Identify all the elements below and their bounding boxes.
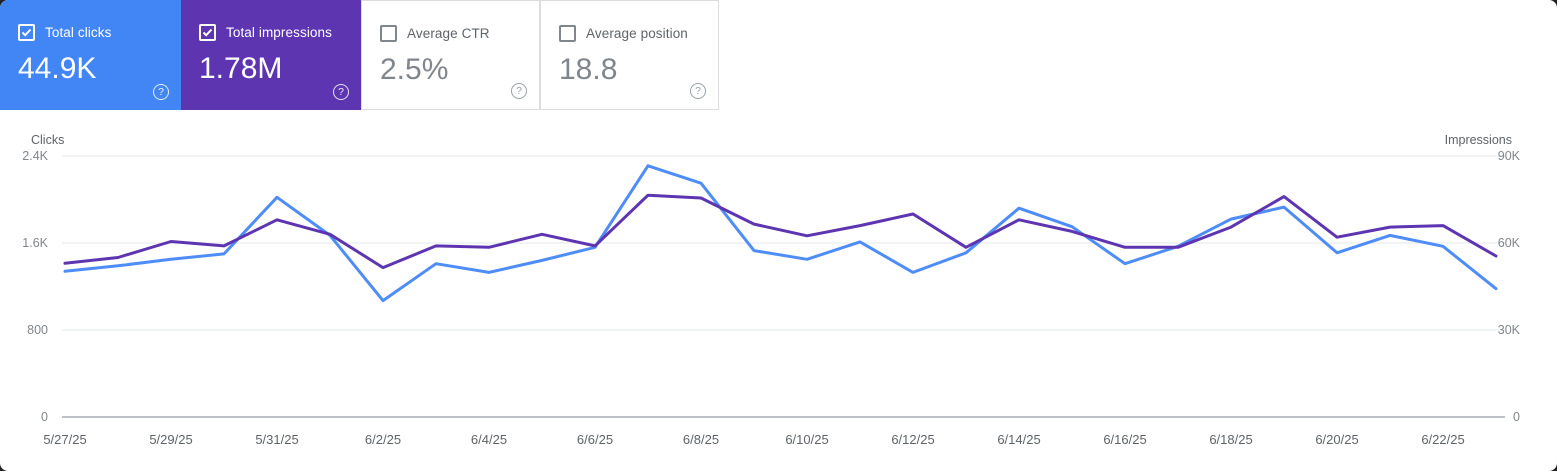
x-axis-label: 6/16/25 <box>1103 432 1147 447</box>
right-axis-tick: 90K <box>1497 149 1520 163</box>
right-axis-title: Impressions <box>1444 133 1512 147</box>
left-axis-title: Clicks <box>31 133 65 147</box>
left-axis-tick: 1.6K <box>22 236 48 250</box>
x-axis-label: 6/8/25 <box>682 432 720 447</box>
help-circle-icon[interactable]: ? <box>333 84 349 100</box>
metric-card-total-impressions[interactable]: Total impressions 1.78M ? <box>181 0 361 110</box>
left-axis-tick: 800 <box>27 323 48 337</box>
total-clicks-value: 44.9K <box>18 52 97 85</box>
average-ctr-value: 2.5% <box>380 53 449 86</box>
card-header: Total impressions <box>199 24 361 41</box>
total-clicks-label: Total clicks <box>45 25 112 40</box>
x-axis-label: 6/20/25 <box>1315 432 1359 447</box>
x-axis-label: 6/10/25 <box>785 432 829 447</box>
x-axis-label: 5/31/25 <box>255 432 299 447</box>
x-axis-label: 6/14/25 <box>997 432 1041 447</box>
metric-card-total-clicks[interactable]: Total clicks 44.9K ? <box>0 0 181 110</box>
metric-card-average-ctr[interactable]: Average CTR 2.5% ? <box>361 0 540 110</box>
checkmark-icon <box>21 28 32 37</box>
help-circle-icon[interactable]: ? <box>153 84 169 100</box>
average-ctr-checkbox[interactable] <box>380 25 397 42</box>
checkmark-icon <box>202 28 213 37</box>
x-axis-label: 5/29/25 <box>149 432 193 447</box>
x-axis-label: 6/4/25 <box>470 432 508 447</box>
total-impressions-checkbox[interactable] <box>199 24 216 41</box>
average-position-label: Average position <box>586 26 688 41</box>
left-axis-tick: 2.4K <box>22 149 48 163</box>
help-circle-icon[interactable]: ? <box>511 83 527 99</box>
x-axis-label: 6/12/25 <box>891 432 935 447</box>
chart-line-impressions[interactable] <box>63 193 1498 270</box>
right-axis-tick: 30K <box>1497 323 1520 337</box>
x-axis-label: 5/27/25 <box>43 432 87 447</box>
help-circle-icon[interactable]: ? <box>690 83 706 99</box>
left-axis-tick: 0 <box>41 410 48 424</box>
x-axis-label: 6/22/25 <box>1421 432 1465 447</box>
average-position-checkbox[interactable] <box>559 25 576 42</box>
x-axis-label: 6/6/25 <box>576 432 614 447</box>
total-impressions-label: Total impressions <box>226 25 332 40</box>
x-axis-label: 6/2/25 <box>364 432 402 447</box>
total-clicks-checkbox[interactable] <box>18 24 35 41</box>
card-header: Average CTR <box>380 25 539 42</box>
total-impressions-value: 1.78M <box>199 52 283 85</box>
card-header: Total clicks <box>18 24 181 41</box>
right-axis-tick: 60K <box>1497 236 1520 250</box>
card-header: Average position <box>559 25 718 42</box>
right-axis-tick: 0 <box>1513 410 1520 424</box>
chart-line-clicks[interactable] <box>63 164 1498 303</box>
average-position-value: 18.8 <box>559 53 618 86</box>
x-axis-label: 6/18/25 <box>1209 432 1253 447</box>
average-ctr-label: Average CTR <box>407 26 490 41</box>
metric-cards-row: Total clicks 44.9K ? Total impressions 1… <box>0 0 719 110</box>
metric-card-average-position[interactable]: Average position 18.8 ? <box>540 0 719 110</box>
